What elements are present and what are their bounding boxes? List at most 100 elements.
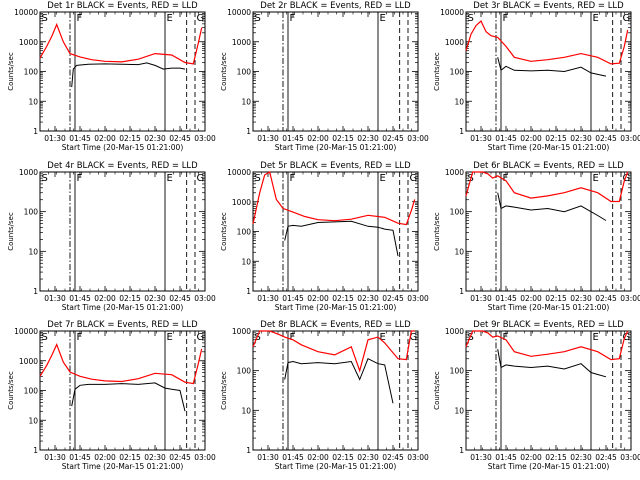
x-tick-label: 01:30	[44, 294, 66, 303]
time-marker-label: S	[42, 13, 48, 24]
y-tick-label: 10	[28, 97, 38, 106]
x-axis-label: Start Time (20-Mar-15 01:21:00)	[488, 462, 610, 471]
y-tick-label: 1000	[19, 168, 38, 177]
x-tick-label: 02:30	[357, 453, 379, 462]
x-tick-label: 01:45	[282, 453, 304, 462]
x-tick-label: 01:30	[44, 453, 66, 462]
x-tick-label: 01:30	[257, 453, 279, 462]
x-tick-label: 02:15	[545, 453, 567, 462]
x-tick-label: 02:45	[382, 453, 404, 462]
chart-title: Det 2r BLACK = Events, RED = LLD	[260, 1, 411, 11]
y-axis-label: Counts/sec	[7, 371, 15, 410]
events-series-line	[497, 192, 607, 221]
chart-panel: Det 6r BLACK = Events, RED = LLD 1 10 100 10…	[433, 161, 640, 312]
time-marker-label: F	[77, 173, 83, 184]
y-tick-label: 10000	[227, 168, 251, 177]
y-tick-label: 1000	[232, 198, 251, 207]
x-tick-label: 02:30	[357, 294, 379, 303]
y-tick-label: 100	[24, 208, 39, 217]
x-tick-label: 01:45	[495, 453, 517, 462]
x-tick-label: 02:00	[94, 453, 116, 462]
x-tick-label: 02:30	[570, 294, 592, 303]
time-marker-label: G	[197, 332, 205, 343]
y-axis-label: Counts/sec	[7, 52, 15, 91]
x-tick-label: 02:45	[382, 134, 404, 143]
time-marker-label: G	[410, 332, 418, 343]
x-tick-label: 02:00	[520, 134, 542, 143]
time-marker-label: F	[503, 173, 509, 184]
chart-title: Det 9r BLACK = Events, RED = LLD	[473, 320, 624, 330]
x-tick-label: 02:15	[332, 453, 354, 462]
y-tick-label: 1000	[19, 357, 38, 366]
time-marker-label: S	[468, 332, 474, 343]
y-axis-label: Counts/sec	[220, 212, 228, 251]
chart-title: Det 1r BLACK = Events, RED = LLD	[47, 1, 198, 11]
events-series-line	[284, 220, 399, 257]
events-series-line	[497, 57, 607, 77]
chart-title: Det 4r BLACK = Events, RED = LLD	[47, 161, 198, 171]
y-tick-label: 100	[237, 68, 252, 77]
x-tick-label: 02:30	[144, 453, 166, 462]
time-marker-label: F	[77, 13, 83, 24]
y-tick-label: 1000	[445, 168, 464, 177]
time-marker-label: E	[167, 13, 173, 24]
lld-series-line	[465, 20, 629, 65]
chart-panel: Det 2r BLACK = Events, RED = LLD 1 10 100 10…	[220, 1, 429, 152]
x-tick-label: 01:30	[470, 453, 492, 462]
time-marker-label: S	[255, 13, 261, 24]
chart-title: Det 6r BLACK = Events, RED = LLD	[473, 161, 624, 171]
y-tick-label: 10	[28, 416, 38, 425]
y-tick-label: 10	[28, 247, 38, 256]
x-tick-label: 02:15	[119, 453, 141, 462]
x-tick-label: 03:00	[407, 294, 429, 303]
y-tick-label: 100	[450, 367, 465, 376]
x-tick-label: 02:15	[545, 134, 567, 143]
time-marker-label: F	[290, 173, 296, 184]
events-series-line	[71, 382, 186, 412]
x-tick-label: 02:15	[332, 294, 354, 303]
time-marker-label: F	[290, 13, 296, 24]
time-marker-label: E	[380, 173, 386, 184]
y-tick-label: 1000	[19, 38, 38, 47]
lld-series-line	[39, 22, 203, 65]
y-tick-label: 10000	[227, 8, 251, 17]
x-axis-label: Start Time (20-Mar-15 01:21:00)	[62, 303, 184, 312]
time-marker-label: S	[42, 332, 48, 343]
x-tick-label: 01:45	[495, 294, 517, 303]
y-tick-label: 1000	[445, 327, 464, 336]
events-series-line	[497, 349, 607, 378]
x-tick-label: 02:00	[520, 294, 542, 303]
plot-frame	[252, 330, 419, 451]
x-tick-label: 02:45	[382, 294, 404, 303]
time-marker-label: E	[380, 13, 386, 24]
events-series-line	[71, 62, 186, 88]
x-tick-label: 02:30	[570, 134, 592, 143]
y-tick-label: 100	[24, 68, 39, 77]
time-marker-label: G	[623, 173, 631, 184]
lld-series-line	[465, 330, 629, 361]
x-axis-label: Start Time (20-Mar-15 01:21:00)	[62, 462, 184, 471]
plot-frame	[465, 330, 632, 451]
y-tick-label: 10	[454, 97, 464, 106]
x-tick-label: 03:00	[194, 453, 216, 462]
chart-panel: Det 3r BLACK = Events, RED = LLD 1 10 100 10…	[433, 1, 640, 152]
y-axis-label: Counts/sec	[220, 52, 228, 91]
y-axis-label: Counts/sec	[220, 371, 228, 410]
time-marker-label: E	[167, 173, 173, 184]
x-axis-label: Start Time (20-Mar-15 01:21:00)	[275, 462, 397, 471]
lld-series-line	[252, 330, 415, 373]
time-marker-label: F	[503, 13, 509, 24]
chart-panel: Det 7r BLACK = Events, RED = LLD 1 10 100 10…	[7, 320, 216, 471]
x-tick-label: 03:00	[620, 134, 640, 143]
x-tick-label: 02:45	[595, 294, 617, 303]
x-tick-label: 03:00	[194, 134, 216, 143]
x-tick-label: 03:00	[407, 134, 429, 143]
x-tick-label: 01:45	[282, 294, 304, 303]
plot-frame	[39, 171, 206, 292]
x-tick-label: 02:00	[520, 453, 542, 462]
time-marker-label: G	[197, 173, 205, 184]
x-tick-label: 02:45	[595, 134, 617, 143]
y-tick-label: 10	[241, 97, 251, 106]
y-tick-label: 1	[33, 446, 38, 455]
